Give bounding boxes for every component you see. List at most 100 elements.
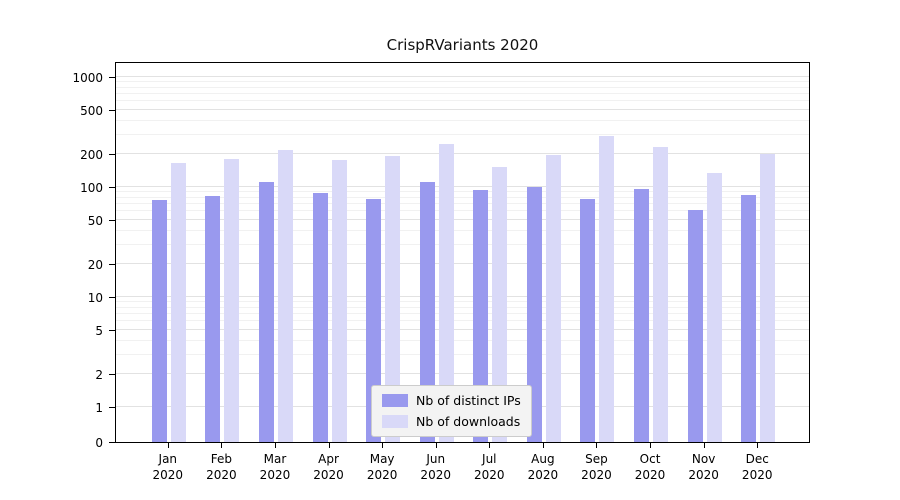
bar-downloads	[706, 172, 722, 442]
minor-gridline	[116, 133, 809, 135]
y-axis: 0 1 2 5 10 20 50 100 200 500 1000	[2, 62, 103, 449]
y-tick-label: 500	[80, 104, 103, 119]
major-gridline	[116, 329, 809, 331]
legend-item-distinct-ips: Nb of distinct IPs	[382, 393, 521, 408]
y-tick-mark	[109, 263, 115, 265]
legend-swatch-distinct-ips	[382, 394, 408, 407]
plot-wrap: 0 1 2 5 10 20 50 100 200 500 1000 Jan 2020 Feb 2020 Ma…	[72, 62, 810, 482]
x-tick-label: Jan 2020	[152, 452, 184, 482]
minor-gridline	[116, 119, 809, 121]
bar-downloads	[170, 163, 186, 442]
y-tick-label: 1	[95, 401, 103, 415]
major-gridline	[116, 372, 809, 374]
y-tick-label: 0	[95, 436, 103, 450]
minor-gridline	[116, 196, 809, 198]
minor-gridline	[116, 93, 809, 95]
major-gridline	[116, 262, 809, 264]
x-tick-label: Sep 2020	[581, 452, 612, 482]
bar-distinct-ips	[419, 182, 435, 442]
y-tick-mark	[109, 330, 115, 332]
y-tick-mark	[109, 442, 115, 443]
major-gridline	[116, 109, 809, 111]
major-gridline	[116, 186, 809, 187]
x-axis: Jan 2020 Feb 2020 Mar 2020 Apr 2020 May 2020 Jun 20…	[115, 443, 810, 483]
x-tick-mark	[757, 443, 759, 448]
x-tick-label: Oct 2020	[634, 452, 666, 482]
y-tick-mark	[109, 373, 115, 375]
y-tick-label: 200	[80, 147, 103, 162]
y-tick-label: 20	[87, 257, 103, 272]
y-tick-mark	[109, 297, 115, 298]
minor-gridline	[116, 306, 809, 308]
y-tick-label: 2	[95, 367, 103, 382]
x-tick-mark	[596, 443, 598, 448]
bar-downloads	[331, 160, 347, 442]
legend-swatch-downloads	[382, 415, 408, 428]
bar-downloads	[224, 159, 240, 442]
bar-distinct-ips	[258, 182, 274, 442]
legend-label-distinct-ips: Nb of distinct IPs	[416, 393, 521, 408]
x-tick-label: Feb 2020	[206, 452, 237, 482]
y-tick-mark	[109, 110, 115, 112]
legend-label-downloads: Nb of downloads	[416, 414, 521, 429]
y-tick-mark	[109, 187, 115, 188]
minor-gridline	[116, 243, 809, 245]
x-tick-label: Jun 2020	[420, 452, 451, 482]
minor-gridline	[116, 229, 809, 231]
x-tick-mark	[328, 443, 330, 448]
bar-distinct-ips	[151, 200, 167, 442]
bar-downloads	[653, 147, 669, 442]
y-tick-mark	[109, 153, 115, 155]
x-tick-label: Jul 2020	[474, 452, 505, 482]
y-tick-mark	[109, 77, 115, 78]
x-tick-label: Aug 2020	[527, 452, 559, 482]
bar-downloads	[277, 150, 293, 442]
bar-downloads	[545, 155, 561, 442]
major-gridline	[116, 152, 809, 154]
x-tick-label: May 2020	[366, 452, 398, 482]
y-tick-label: 10	[87, 291, 103, 305]
legend-item-downloads: Nb of downloads	[382, 414, 521, 429]
x-tick-mark	[542, 443, 544, 448]
legend: Nb of distinct IPs Nb of downloads	[371, 385, 532, 437]
bar-downloads	[760, 153, 776, 442]
minor-gridline	[116, 353, 809, 355]
x-tick-label: Apr 2020	[313, 452, 344, 482]
minor-gridline	[116, 191, 809, 193]
minor-gridline	[116, 339, 809, 341]
bar-distinct-ips	[526, 187, 542, 442]
major-gridline	[116, 219, 809, 221]
x-tick-mark	[650, 443, 652, 448]
bar-downloads	[599, 136, 615, 442]
x-tick-mark	[435, 443, 437, 448]
y-tick-mark	[109, 407, 115, 408]
minor-gridline	[116, 301, 809, 303]
bar-downloads	[438, 144, 454, 442]
minor-gridline	[116, 313, 809, 315]
x-tick-mark	[167, 443, 169, 448]
minor-gridline	[116, 320, 809, 322]
x-tick-label: Mar 2020	[259, 452, 291, 482]
x-tick-mark	[703, 443, 705, 448]
bar-distinct-ips	[634, 188, 650, 442]
bar-downloads	[492, 167, 508, 442]
bar-distinct-ips	[473, 189, 489, 442]
major-gridline	[116, 76, 809, 77]
minor-gridline	[116, 100, 809, 102]
y-tick-mark	[109, 220, 115, 222]
x-tick-mark	[489, 443, 491, 448]
bar-distinct-ips	[366, 198, 382, 442]
x-tick-label: Dec 2020	[741, 452, 773, 482]
y-tick-label: 100	[80, 181, 103, 195]
bar-downloads	[385, 156, 401, 442]
x-tick-mark	[382, 443, 384, 448]
x-tick-mark	[221, 443, 223, 448]
major-gridline	[116, 296, 809, 297]
bar-distinct-ips	[312, 193, 328, 442]
minor-gridline	[116, 81, 809, 83]
chart-title: CrispRVariants 2020	[386, 36, 539, 54]
bar-distinct-ips	[205, 196, 221, 442]
bar-distinct-ips	[687, 209, 703, 442]
x-tick-mark	[274, 443, 276, 448]
